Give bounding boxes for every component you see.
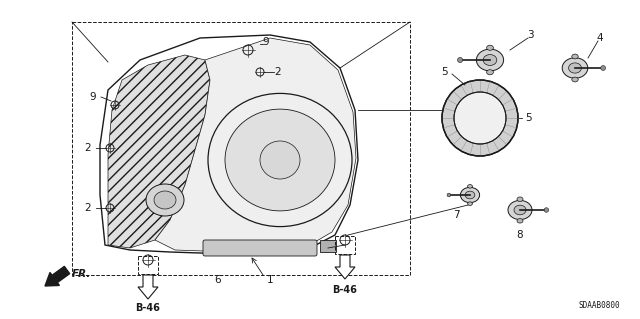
Circle shape	[447, 193, 451, 197]
Ellipse shape	[454, 92, 506, 144]
FancyBboxPatch shape	[203, 240, 317, 256]
Ellipse shape	[486, 70, 493, 75]
Text: 5: 5	[525, 113, 531, 123]
Polygon shape	[335, 255, 355, 279]
Ellipse shape	[517, 219, 523, 223]
Ellipse shape	[476, 49, 504, 71]
Bar	[320, 240, 336, 252]
Bar	[138, 256, 158, 274]
Polygon shape	[155, 38, 356, 253]
Ellipse shape	[572, 54, 578, 59]
Circle shape	[601, 66, 605, 70]
Ellipse shape	[460, 187, 479, 203]
Ellipse shape	[517, 197, 523, 202]
Text: 1: 1	[267, 275, 273, 285]
Text: 9: 9	[262, 37, 269, 47]
Text: 9: 9	[90, 92, 96, 102]
Ellipse shape	[508, 200, 532, 219]
Text: FR.: FR.	[72, 269, 92, 279]
Ellipse shape	[568, 63, 581, 73]
Ellipse shape	[146, 184, 184, 216]
Ellipse shape	[468, 185, 472, 188]
Text: 2: 2	[84, 143, 92, 153]
Text: B-46: B-46	[136, 303, 161, 313]
Ellipse shape	[562, 58, 588, 78]
Text: 6: 6	[214, 275, 221, 285]
Circle shape	[458, 57, 463, 63]
Text: B-46: B-46	[333, 285, 357, 295]
Text: 8: 8	[516, 230, 524, 240]
Text: 5: 5	[442, 67, 448, 77]
Ellipse shape	[465, 191, 475, 199]
Text: 2: 2	[84, 203, 92, 213]
Ellipse shape	[483, 55, 497, 65]
Polygon shape	[108, 55, 210, 248]
Text: 3: 3	[527, 30, 533, 40]
Bar	[72, 22, 410, 275]
FancyArrow shape	[45, 266, 70, 286]
Ellipse shape	[154, 191, 176, 209]
Ellipse shape	[225, 109, 335, 211]
Bar	[335, 236, 355, 254]
Ellipse shape	[442, 80, 518, 156]
Ellipse shape	[260, 141, 300, 179]
Ellipse shape	[486, 45, 493, 50]
Circle shape	[544, 208, 548, 212]
Polygon shape	[138, 275, 158, 299]
Ellipse shape	[514, 205, 526, 215]
Ellipse shape	[572, 77, 578, 82]
Text: 7: 7	[452, 210, 460, 220]
Text: 4: 4	[596, 33, 604, 43]
Ellipse shape	[468, 202, 472, 205]
Text: 2: 2	[275, 67, 282, 77]
Text: SDAAB0800: SDAAB0800	[579, 301, 620, 310]
